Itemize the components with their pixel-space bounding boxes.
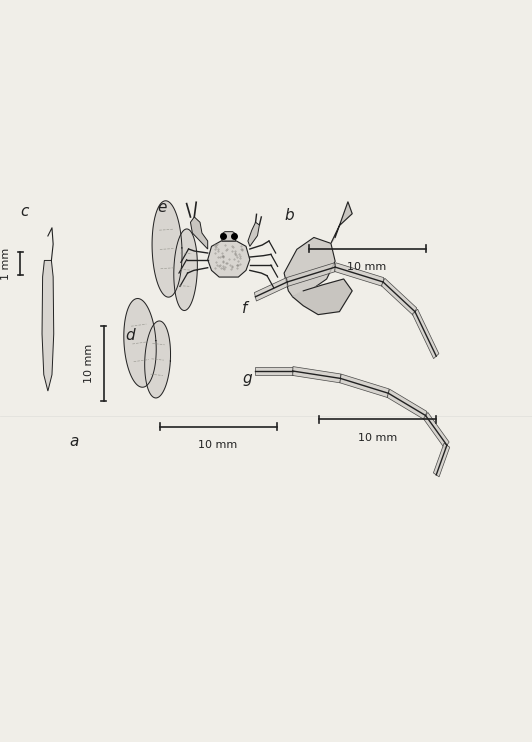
Polygon shape bbox=[340, 374, 389, 398]
Text: f: f bbox=[242, 301, 247, 315]
Polygon shape bbox=[434, 443, 450, 477]
Text: b: b bbox=[285, 208, 294, 223]
Text: e: e bbox=[157, 200, 167, 215]
Polygon shape bbox=[42, 260, 54, 391]
Polygon shape bbox=[412, 309, 439, 358]
Polygon shape bbox=[331, 202, 352, 243]
Polygon shape bbox=[293, 279, 352, 315]
Polygon shape bbox=[284, 237, 335, 297]
Polygon shape bbox=[174, 229, 197, 310]
Polygon shape bbox=[335, 263, 384, 286]
Text: 10 mm: 10 mm bbox=[84, 344, 94, 383]
Polygon shape bbox=[381, 278, 417, 315]
Polygon shape bbox=[287, 263, 336, 286]
Polygon shape bbox=[124, 298, 156, 387]
Text: 1 mm: 1 mm bbox=[1, 247, 11, 280]
Polygon shape bbox=[207, 241, 250, 277]
Text: d: d bbox=[125, 328, 135, 343]
Text: 10 mm: 10 mm bbox=[358, 433, 397, 442]
Polygon shape bbox=[254, 278, 288, 301]
Polygon shape bbox=[255, 367, 293, 375]
Text: g: g bbox=[242, 371, 252, 386]
Polygon shape bbox=[221, 232, 236, 241]
Polygon shape bbox=[423, 413, 449, 448]
Polygon shape bbox=[248, 223, 260, 246]
Polygon shape bbox=[387, 389, 427, 420]
Text: 10 mm: 10 mm bbox=[347, 262, 387, 272]
Polygon shape bbox=[190, 217, 207, 249]
Polygon shape bbox=[145, 321, 171, 398]
Polygon shape bbox=[152, 201, 182, 297]
Polygon shape bbox=[292, 367, 341, 383]
Text: 10 mm: 10 mm bbox=[198, 440, 238, 450]
Text: c: c bbox=[20, 204, 29, 219]
Text: a: a bbox=[69, 434, 79, 449]
